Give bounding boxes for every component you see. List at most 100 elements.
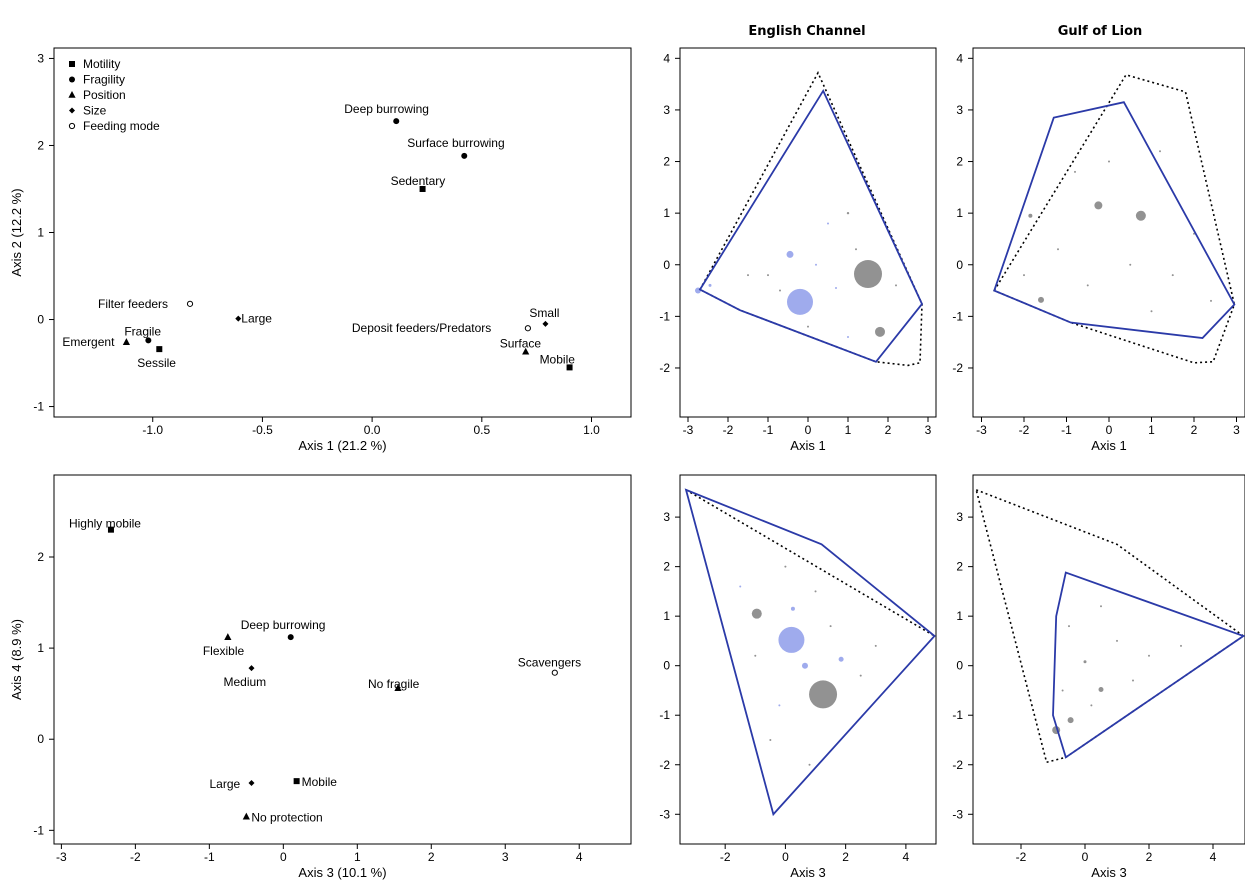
header-gulf-of-lion: Gulf of Lion xyxy=(1058,24,1143,39)
x-tick-label: 0 xyxy=(782,850,789,864)
panel-trait-axis1-axis2: -1.0 -0.5 0.0 0.5 1.0 -1 0 1 2 3 Axis 1 (21.2 %) Ax… xyxy=(9,47,632,453)
x-tick-label: -2 xyxy=(130,850,141,864)
plot-area: Deep burrowing Surface burrowing Sedentary… xyxy=(62,102,575,371)
x-tick-label: 4 xyxy=(1210,850,1217,864)
x-axis-label: Axis 1 (21.2 %) xyxy=(298,438,386,453)
bubble-gray xyxy=(829,625,832,628)
hull-solid xyxy=(698,88,924,363)
y-tick-label: 0 xyxy=(663,659,670,673)
x-tick-label: -0.5 xyxy=(252,423,273,437)
point-label-large: Large xyxy=(241,312,272,326)
x-tick-label: 2 xyxy=(1146,850,1153,864)
y-tick-label: -1 xyxy=(33,823,44,837)
bubble-gray xyxy=(1083,660,1087,664)
x-tick-label: 3 xyxy=(925,423,932,437)
x-tick-label: -1 xyxy=(204,850,215,864)
x-axis-label: Axis 3 xyxy=(1091,865,1126,880)
y-tick-label: 3 xyxy=(663,103,670,117)
bubble-blue xyxy=(815,263,817,266)
bubble-blue xyxy=(739,585,742,588)
y-axis-label: Axis 4 (8.9 %) xyxy=(9,619,24,700)
bubble-gray xyxy=(855,248,857,251)
legend-marker-feeding-mode xyxy=(68,122,76,130)
y-tick-label: 1 xyxy=(663,206,670,220)
bubble-gray xyxy=(751,608,762,619)
x-tick-label: 0 xyxy=(805,423,812,437)
bubble-gray xyxy=(1129,263,1132,266)
y-tick-label: -2 xyxy=(952,758,963,772)
bubble-gray xyxy=(807,325,809,328)
x-tick-label: 1 xyxy=(1148,423,1155,437)
point-label-fragile: Fragile xyxy=(124,324,161,338)
point-surface-burrowing xyxy=(461,152,468,159)
bubble-gray xyxy=(1061,689,1064,692)
bubble-gray xyxy=(1135,210,1146,221)
hull-dotted xyxy=(993,73,1236,364)
point-deep-burrowing xyxy=(393,118,400,125)
x-tick-label: -2 xyxy=(723,423,734,437)
plot-frame xyxy=(53,474,632,845)
y-tick-label: 1 xyxy=(956,206,963,220)
point-emergent xyxy=(122,338,130,345)
y-tick-label: -2 xyxy=(659,758,670,772)
bubble-blue xyxy=(801,662,808,669)
y-tick-label: 3 xyxy=(663,510,670,524)
point-label-sessile: Sessile xyxy=(137,356,176,370)
bubble-gray xyxy=(875,326,885,337)
bubble-gray xyxy=(1210,299,1212,302)
bubble-gray xyxy=(809,680,838,709)
y-axis-label: Axis 2 (12.2 %) xyxy=(9,188,24,276)
y-tick-label: 2 xyxy=(663,560,670,574)
x-axis-label: Axis 3 (10.1 %) xyxy=(298,865,386,880)
y-tick-label: -2 xyxy=(952,361,963,375)
legend-label-motility: Motility xyxy=(83,57,120,71)
point-no-fragile xyxy=(394,684,402,691)
panel-english-channel-axis3: -2 0 2 4 -3 -2 -1 0 1 2 3 Axis 3 xyxy=(659,474,937,880)
point-filter-feeders xyxy=(186,300,194,307)
y-tick-label: -1 xyxy=(952,708,963,722)
x-tick-label: -3 xyxy=(56,850,67,864)
y-tick-label: 0 xyxy=(956,258,963,272)
x-tick-label: 2 xyxy=(1191,423,1198,437)
plot-frame xyxy=(679,474,937,845)
bubble-gray xyxy=(1100,605,1102,608)
y-tick-label: 0 xyxy=(37,732,44,746)
bubble-gray xyxy=(1150,310,1153,313)
point-label-emergent: Emergent xyxy=(62,335,115,349)
bubble-gray xyxy=(779,289,781,292)
y-tick-label: 3 xyxy=(956,103,963,117)
plot-area xyxy=(684,488,936,817)
hull-dotted xyxy=(975,488,1245,764)
x-tick-label: 0.0 xyxy=(364,423,381,437)
point-large xyxy=(248,779,255,786)
legend-label-position: Position xyxy=(83,88,126,102)
bubble-gray xyxy=(808,763,811,766)
point-scavengers xyxy=(551,669,558,676)
x-tick-label: 1 xyxy=(845,423,852,437)
x-tick-label: -2 xyxy=(1019,423,1030,437)
point-small xyxy=(542,320,549,327)
bubble-gray xyxy=(1132,679,1134,682)
bubble-gray xyxy=(1098,686,1104,692)
legend-label-fragility: Fragility xyxy=(83,73,125,87)
y-tick-label: -2 xyxy=(659,361,670,375)
y-tick-label: -1 xyxy=(33,400,44,414)
x-tick-label: -3 xyxy=(683,423,694,437)
x-tick-label: 0.5 xyxy=(473,423,490,437)
x-tick-label: -1 xyxy=(1061,423,1072,437)
point-deep-burrowing xyxy=(287,634,294,641)
bubble-gray xyxy=(1074,170,1076,173)
x-tick-label: 1.0 xyxy=(583,423,600,437)
point-no-protection xyxy=(242,812,250,820)
x-axis-label: Axis 3 xyxy=(790,865,825,880)
bubble-gray xyxy=(1028,213,1033,218)
y-tick-label: 1 xyxy=(37,641,44,655)
y-tick-label: -1 xyxy=(952,309,963,323)
point-label-no-protection: No protection xyxy=(251,811,322,825)
bubble-gray xyxy=(874,644,877,647)
point-highly-mobile xyxy=(107,526,114,533)
bubble-gray xyxy=(814,590,817,593)
bubble-gray xyxy=(1159,150,1161,153)
bubble-gray xyxy=(1094,201,1103,210)
